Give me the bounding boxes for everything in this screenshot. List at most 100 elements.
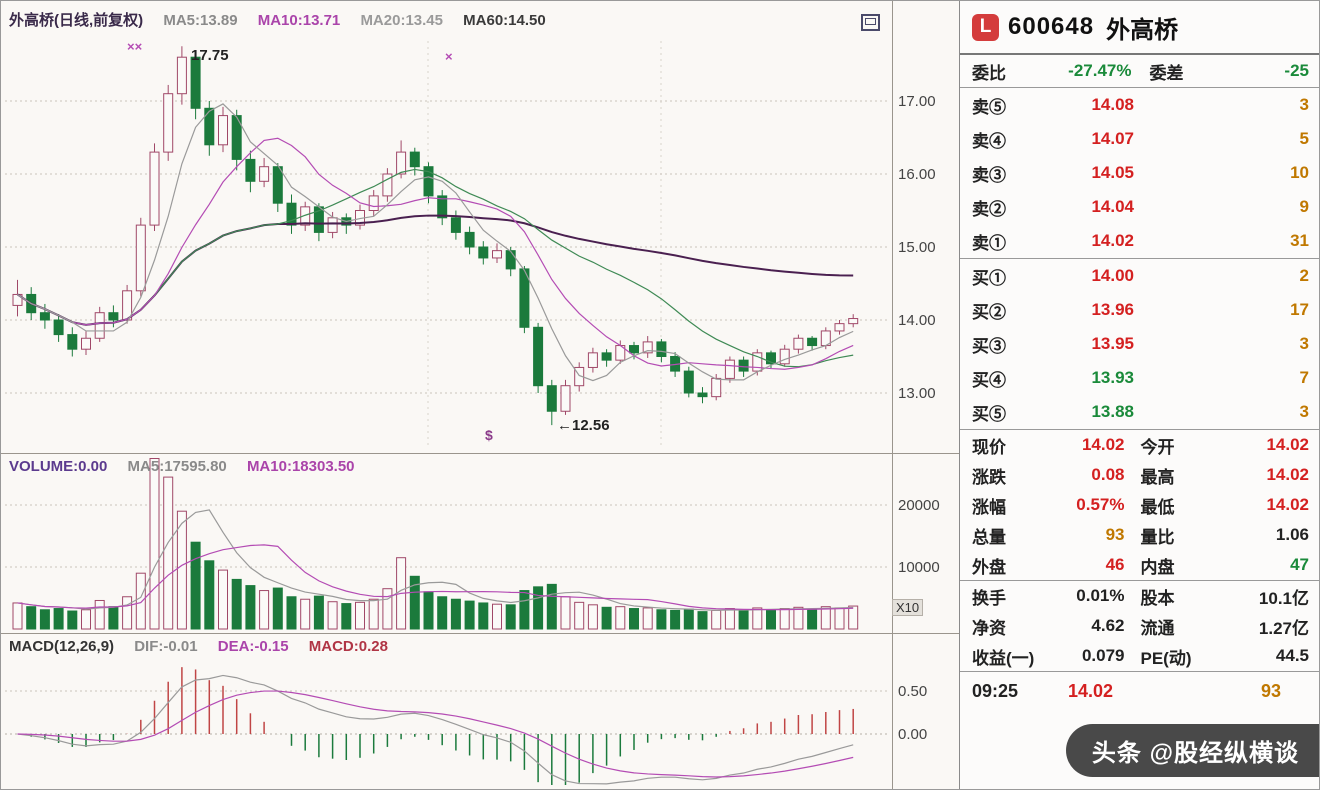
ask-label: 卖④ (972, 131, 1006, 151)
stat-row-outer-inner: 外盘 46 内盘 47 (960, 550, 1319, 580)
ma5-label: MA5:13.89 (163, 12, 238, 29)
volume-title: VOLUME:0.00 (9, 458, 108, 475)
volume-ma5-label: MA5:17595.80 (127, 458, 227, 475)
macd-plot[interactable] (1, 633, 959, 790)
price-tick: 14.00 (898, 312, 936, 329)
bid-row-3[interactable]: 买③ 13.95 3 (960, 327, 1319, 361)
stat-value: 0.08 (1091, 465, 1125, 484)
fin-label: 流通 (1140, 618, 1175, 638)
bid-row-1[interactable]: 买① 14.00 2 (960, 259, 1319, 293)
tick-row[interactable]: 09:25 14.02 93 (960, 671, 1319, 710)
ask-row-5[interactable]: 卖⑤ 14.08 3 (960, 88, 1319, 122)
fin-row-turnover-shares: 换手 0.01% 股本 10.1亿 (960, 581, 1319, 611)
weibi-row: 委比 -27.47% 委差 -25 (960, 55, 1319, 88)
macd-title: MACD(12,26,9) (9, 638, 115, 655)
stat-value: 14.02 (1266, 465, 1309, 484)
ask-row-4[interactable]: 卖④ 14.07 5 (960, 122, 1319, 156)
ask-price: 14.02 (1091, 231, 1134, 250)
stat-label: 总量 (972, 527, 1006, 547)
exchange-logo: L (972, 13, 999, 41)
fin-value: 0.079 (1081, 646, 1125, 665)
fin-label: 股本 (1140, 588, 1175, 608)
panel-divider (1, 633, 959, 634)
bid-price: 13.93 (1091, 368, 1134, 387)
stat-row-pct-low: 涨幅 0.57% 最低 14.02 (960, 490, 1319, 520)
fin-value: 44.5 (1275, 646, 1309, 665)
bid-book: 买① 14.00 2 买② 13.96 17 买③ 13.95 3 买④ 13.… (960, 258, 1319, 429)
stock-header: L 600648 外高桥 (960, 1, 1319, 55)
fin-label: 收益(一) (972, 648, 1035, 668)
ask-price: 14.08 (1091, 95, 1134, 114)
ask-qty: 5 (1299, 129, 1309, 148)
ask-row-3[interactable]: 卖③ 14.05 10 (960, 156, 1319, 190)
dea-label: DEA:-0.15 (217, 638, 289, 655)
ask-price: 14.04 (1091, 197, 1134, 216)
stat-label: 现价 (972, 437, 1006, 457)
stat-row-price-open: 现价 14.02 今开 14.02 (960, 430, 1319, 460)
bid-row-5[interactable]: 买⑤ 13.88 3 (960, 395, 1319, 429)
bid-label: 买③ (972, 336, 1006, 356)
macd-value-label: MACD:0.28 (308, 638, 388, 655)
stat-value: 14.02 (1266, 435, 1309, 454)
fin-row-nav-float: 净资 4.62 流通 1.27亿 (960, 611, 1319, 641)
ma20-label: MA20:13.45 (360, 12, 443, 29)
bid-qty: 7 (1299, 368, 1309, 387)
bid-row-4[interactable]: 买④ 13.93 7 (960, 361, 1319, 395)
chart-region: 外高桥(日线,前复权) MA5:13.89 MA10:13.71 MA20:13… (1, 1, 959, 790)
stat-label: 涨幅 (972, 497, 1006, 517)
candlestick-plot[interactable] (1, 1, 959, 453)
bid-label: 买⑤ (972, 404, 1006, 424)
window-icon[interactable] (861, 14, 880, 31)
ask-qty: 9 (1299, 197, 1309, 216)
volume-tick: 10000 (898, 559, 940, 576)
bid-qty: 2 (1299, 266, 1309, 285)
ask-label: 卖② (972, 199, 1006, 219)
ask-price: 14.05 (1091, 163, 1134, 182)
fin-value: 4.62 (1091, 616, 1125, 635)
stat-label: 最低 (1140, 497, 1175, 517)
stat-value: 14.02 (1266, 495, 1309, 514)
volume-ma10-label: MA10:18303.50 (246, 458, 355, 475)
ask-label: 卖① (972, 233, 1006, 253)
price-tick: 13.00 (898, 385, 936, 402)
ask-qty: 31 (1290, 231, 1309, 250)
ask-label: 卖③ (972, 165, 1006, 185)
stock-code: 600648 (1008, 13, 1095, 40)
ask-row-2[interactable]: 卖② 14.04 9 (960, 190, 1319, 224)
ma60-label: MA60:14.50 (463, 12, 546, 29)
ask-book: 卖⑤ 14.08 3 卖④ 14.07 5 卖③ 14.05 10 卖② 14.… (960, 88, 1319, 258)
bid-qty: 3 (1299, 402, 1309, 421)
stat-value: 0.57% (1076, 495, 1125, 514)
volume-plot[interactable] (1, 453, 959, 633)
bid-price: 13.95 (1091, 334, 1134, 353)
weicha-label: 委差 (1149, 63, 1184, 83)
macd-tick: 0.50 (898, 683, 928, 700)
bid-price: 13.96 (1091, 300, 1134, 319)
axis-divider (892, 1, 893, 789)
stat-label: 外盘 (972, 557, 1006, 577)
stat-value: 14.02 (1081, 435, 1125, 454)
stat-label: 最高 (1140, 467, 1175, 487)
panel-divider (1, 453, 959, 454)
stat-label: 量比 (1140, 527, 1175, 547)
tick-volume: 93 (1260, 680, 1281, 701)
ask-row-1[interactable]: 卖① 14.02 31 (960, 224, 1319, 258)
bid-qty: 17 (1290, 300, 1309, 319)
bid-row-2[interactable]: 买② 13.96 17 (960, 293, 1319, 327)
bid-label: 买② (972, 302, 1006, 322)
stat-value: 1.06 (1275, 525, 1309, 544)
volume-header: VOLUME:0.00 MA5:17595.80 MA10:18303.50 (9, 458, 371, 475)
tick-time: 09:25 (972, 680, 1019, 701)
fin-label: 净资 (972, 618, 1006, 638)
price-tick: 16.00 (898, 166, 936, 183)
fundamentals-block: 换手 0.01% 股本 10.1亿 净资 4.62 流通 1.27亿 收益(一) 0.07… (960, 580, 1319, 671)
event-marker: $ (485, 427, 493, 443)
stat-value: 46 (1105, 555, 1125, 574)
bid-price: 14.00 (1091, 266, 1134, 285)
stat-label: 涨跌 (972, 467, 1006, 487)
chart-title: 外高桥(日线,前复权) (9, 12, 144, 29)
quote-panel: L 600648 外高桥 委比 -27.47% 委差 -25 卖⑤ 14.08 … (959, 1, 1319, 789)
fin-label: 换手 (972, 588, 1006, 608)
chart-header: 外高桥(日线,前复权) MA5:13.89 MA10:13.71 MA20:13… (9, 9, 562, 30)
bid-label: 买④ (972, 370, 1006, 390)
